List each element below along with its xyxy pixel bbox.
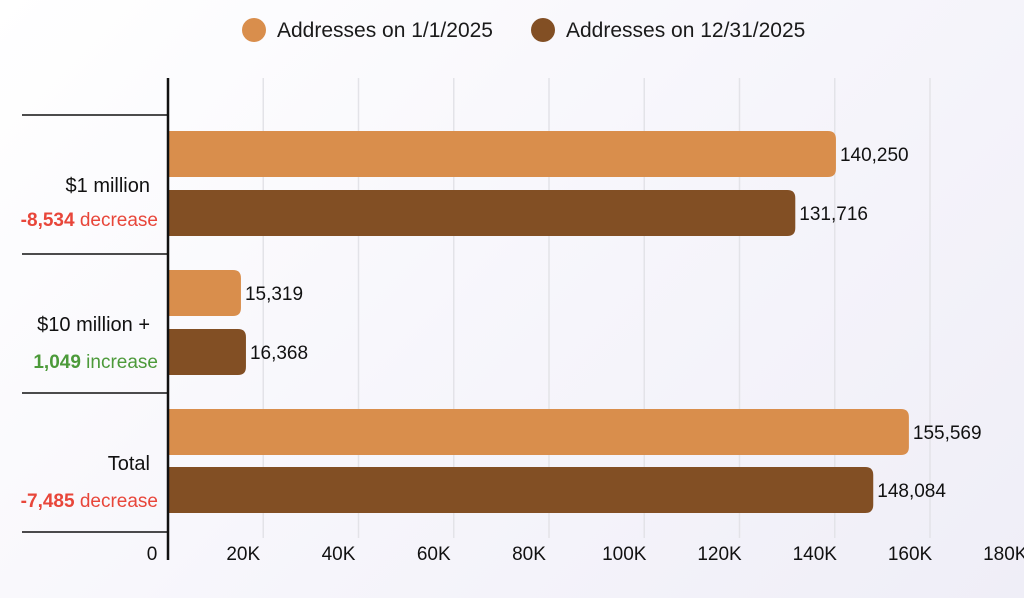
x-tick-label: 120K [697, 544, 742, 565]
bar [168, 270, 241, 316]
change-number: -7,485 [21, 491, 80, 512]
bar-value-label: 15,319 [245, 284, 303, 305]
change-annotation: -8,534 decrease [21, 210, 158, 231]
category-label: $10 million + [37, 314, 150, 336]
legend-label: Addresses on 12/31/2025 [566, 19, 805, 42]
category-label: $1 million [66, 175, 150, 197]
x-tick-label: 160K [888, 544, 933, 565]
bar [168, 467, 874, 513]
bar-value-label: 155,569 [913, 423, 982, 444]
change-number: 1,049 [33, 352, 86, 373]
bar-value-label: 140,250 [840, 145, 909, 166]
legend: Addresses on 1/1/2025 Addresses on 12/31/… [242, 18, 805, 42]
x-tick-label: 0 [147, 544, 158, 565]
x-tick-label: 140K [793, 544, 838, 565]
change-word: decrease [80, 491, 158, 512]
change-annotation: 1,049 increase [33, 352, 158, 373]
x-tick-label: 60K [417, 544, 451, 565]
x-tick-label: 100K [602, 544, 647, 565]
x-tick-label: 20K [226, 544, 260, 565]
legend-label: Addresses on 1/1/2025 [277, 19, 493, 42]
x-tick-label: 80K [512, 544, 546, 565]
legend-marker [242, 18, 266, 42]
legend-marker [531, 18, 555, 42]
bar [168, 131, 836, 177]
bar-value-label: 148,084 [877, 481, 946, 502]
bar-value-labels: 140,250 131,716 15,319 16,368 155,569 148,084 [245, 145, 982, 502]
bar [168, 409, 909, 455]
category-labels: $1 million -8,534 decrease $10 million + 1,… [21, 175, 158, 512]
change-word: increase [86, 352, 158, 373]
change-word: decrease [80, 210, 158, 231]
bar [168, 190, 796, 236]
bar-value-label: 16,368 [250, 343, 308, 364]
bar-value-label: 131,716 [799, 204, 868, 225]
bar [168, 329, 246, 375]
change-number: -8,534 [21, 210, 80, 231]
change-annotation: -7,485 decrease [21, 491, 158, 512]
x-tick-label: 40K [322, 544, 356, 565]
category-separators [22, 114, 168, 533]
x-tick-label: 180K [983, 544, 1024, 565]
bars [168, 131, 909, 513]
category-label: Total [108, 453, 150, 475]
x-axis-tick-labels: 0 20K 40K 60K 80K 100K 120K 140K 160K 180K [147, 544, 1024, 565]
